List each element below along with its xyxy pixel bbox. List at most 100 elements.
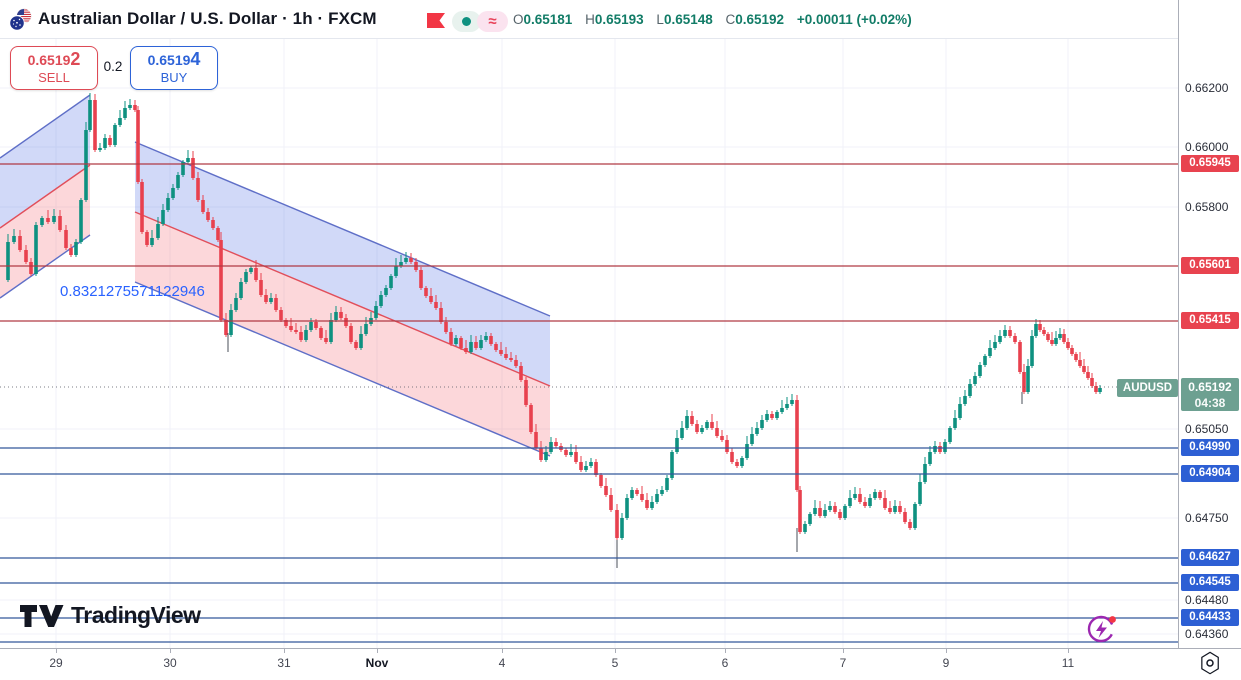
candle-body	[883, 498, 887, 508]
low-value: 0.65148	[663, 12, 713, 27]
candle-body	[374, 306, 378, 318]
candle-body	[359, 334, 363, 348]
descending-channel-lower-half[interactable]	[135, 212, 550, 456]
ascending-channel-upper-half[interactable]	[0, 95, 90, 228]
candle-body	[913, 504, 917, 528]
chart-canvas[interactable]	[0, 38, 1178, 648]
candle-body	[459, 338, 463, 348]
price-level-badge[interactable]: 0.64904	[1181, 465, 1239, 482]
candle-body	[680, 428, 684, 438]
timezone-settings-button[interactable]	[1193, 650, 1227, 676]
candle-body	[569, 452, 573, 455]
buy-button[interactable]: 0.65194 BUY	[130, 46, 218, 90]
candle-body	[604, 486, 608, 495]
ascending-channel-median-line[interactable]	[0, 164, 91, 229]
candle-body	[171, 188, 175, 198]
candle-body	[948, 428, 952, 442]
candle-body	[389, 276, 393, 288]
time-axis-label: 5	[611, 656, 619, 670]
candle-body	[1074, 354, 1078, 360]
candle-body	[1046, 334, 1050, 340]
candle-body	[40, 218, 44, 225]
flash-feature-button[interactable]	[1086, 612, 1119, 645]
sell-button[interactable]: 0.65192 SELL	[10, 46, 98, 90]
delayed-data-indicator[interactable]: ≈	[477, 11, 508, 32]
time-axis[interactable]: 29 30 31 Nov 4 5 6 7 9 11	[0, 648, 1241, 680]
candle-body	[1022, 372, 1026, 392]
spread-value: 0.2	[99, 57, 127, 77]
candle-body	[818, 508, 822, 516]
price-level-badge[interactable]: 0.64545	[1181, 574, 1239, 591]
descending-channel-bottom-line[interactable]	[134, 281, 551, 457]
candle-body	[740, 458, 744, 466]
channel-ratio-label[interactable]: 0.8321275571122946	[60, 283, 205, 300]
candle-body	[958, 404, 962, 418]
candle-body	[161, 210, 165, 224]
candle-body	[828, 506, 832, 510]
candle-body	[229, 310, 233, 335]
candle-body	[938, 446, 942, 452]
candle-body	[640, 494, 644, 500]
candle-body	[579, 462, 583, 470]
candle-body	[140, 182, 144, 232]
candle-body	[409, 258, 413, 262]
candle-body	[635, 490, 639, 494]
price-axis-label: 0.64750	[1185, 511, 1229, 525]
candle-body	[118, 118, 122, 125]
candle-body	[64, 230, 68, 248]
buy-price: 0.65194	[147, 49, 201, 70]
candle-body	[775, 412, 779, 418]
candle-body	[765, 414, 769, 420]
ascending-channel-top-line[interactable]	[0, 94, 91, 159]
market-open-dot-icon	[462, 17, 471, 26]
price-level-badge[interactable]: 0.64433	[1181, 609, 1239, 626]
tradingview-logo[interactable]: TradingView	[20, 602, 201, 629]
candle-body	[695, 424, 699, 432]
candle-body	[710, 422, 714, 428]
candle-body	[309, 322, 313, 330]
candle-body	[625, 498, 629, 518]
candle-body	[108, 138, 112, 145]
candle-body	[29, 262, 33, 274]
price-level-badge[interactable]: 0.65601	[1181, 257, 1239, 274]
price-level-badge[interactable]: 0.65945	[1181, 155, 1239, 172]
candle-body	[264, 295, 268, 302]
candle-body	[645, 500, 649, 508]
candle-body	[660, 490, 664, 494]
time-axis-label: 6	[721, 656, 729, 670]
candle-body	[863, 502, 867, 506]
candle-body	[1026, 366, 1030, 392]
candle-body	[299, 332, 303, 340]
symbol-title[interactable]: Australian Dollar / U.S. Dollar · 1h · F…	[38, 9, 377, 28]
descending-channel-top-line[interactable]	[134, 141, 551, 317]
price-level-badge[interactable]: 0.64990	[1181, 439, 1239, 456]
candle-body	[1050, 340, 1054, 344]
current-price-value: 0.65192	[1188, 380, 1232, 394]
candle-body	[963, 396, 967, 404]
price-axis-label: 0.64360	[1185, 627, 1229, 641]
candle-body	[988, 348, 992, 356]
notification-dot	[1109, 616, 1116, 623]
low-label: L	[656, 12, 664, 27]
market-status-pill[interactable]: ≈	[452, 11, 508, 32]
candle-body	[176, 175, 180, 188]
candle-body	[509, 358, 513, 360]
candle-body	[770, 414, 774, 418]
descending-channel-median-line[interactable]	[134, 211, 551, 387]
ascending-channel-lower-half[interactable]	[0, 165, 90, 298]
candle-body	[594, 462, 598, 475]
candle-body	[1008, 330, 1012, 336]
candle-body	[304, 330, 308, 340]
market-open-indicator[interactable]	[452, 11, 481, 32]
candle-body	[404, 258, 408, 262]
price-axis[interactable]: 0.65192 04:38 0.66200 0.66000 0.65800 0.650…	[1178, 0, 1241, 648]
price-level-badge[interactable]: 0.64627	[1181, 549, 1239, 566]
candle-body	[620, 518, 624, 538]
candle-body	[52, 216, 56, 222]
flag-marker-icon[interactable]	[427, 13, 446, 34]
price-level-badge[interactable]: 0.65415	[1181, 312, 1239, 329]
high-label: H	[585, 12, 595, 27]
candle-body	[219, 240, 223, 320]
candle-body	[364, 324, 368, 334]
